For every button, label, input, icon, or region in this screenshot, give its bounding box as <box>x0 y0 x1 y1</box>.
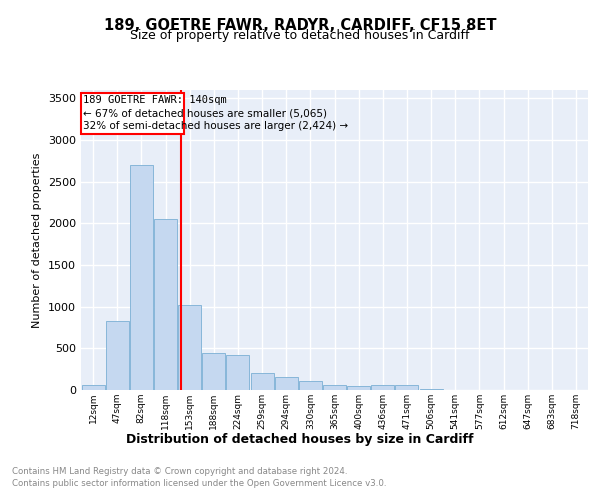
Bar <box>371 386 394 390</box>
Bar <box>299 381 322 390</box>
FancyBboxPatch shape <box>82 92 184 134</box>
Y-axis label: Number of detached properties: Number of detached properties <box>32 152 43 328</box>
Bar <box>395 386 418 390</box>
Bar <box>419 389 443 390</box>
Text: Distribution of detached houses by size in Cardiff: Distribution of detached houses by size … <box>126 432 474 446</box>
Bar <box>202 352 225 390</box>
Bar <box>154 219 177 390</box>
Text: Contains HM Land Registry data © Crown copyright and database right 2024.: Contains HM Land Registry data © Crown c… <box>12 468 347 476</box>
Text: Size of property relative to detached houses in Cardiff: Size of property relative to detached ho… <box>130 28 470 42</box>
Bar <box>82 386 104 390</box>
Bar <box>275 376 298 390</box>
Text: 189 GOETRE FAWR: 140sqm: 189 GOETRE FAWR: 140sqm <box>83 95 226 105</box>
Bar <box>130 165 153 390</box>
Text: 32% of semi-detached houses are larger (2,424) →: 32% of semi-detached houses are larger (… <box>83 121 348 131</box>
Bar <box>226 355 250 390</box>
Text: ← 67% of detached houses are smaller (5,065): ← 67% of detached houses are smaller (5,… <box>83 108 326 118</box>
Bar <box>347 386 370 390</box>
Bar <box>178 305 201 390</box>
Bar <box>323 386 346 390</box>
Bar <box>251 373 274 390</box>
Text: Contains public sector information licensed under the Open Government Licence v3: Contains public sector information licen… <box>12 479 386 488</box>
Text: 189, GOETRE FAWR, RADYR, CARDIFF, CF15 8ET: 189, GOETRE FAWR, RADYR, CARDIFF, CF15 8… <box>104 18 496 32</box>
Bar <box>106 321 128 390</box>
